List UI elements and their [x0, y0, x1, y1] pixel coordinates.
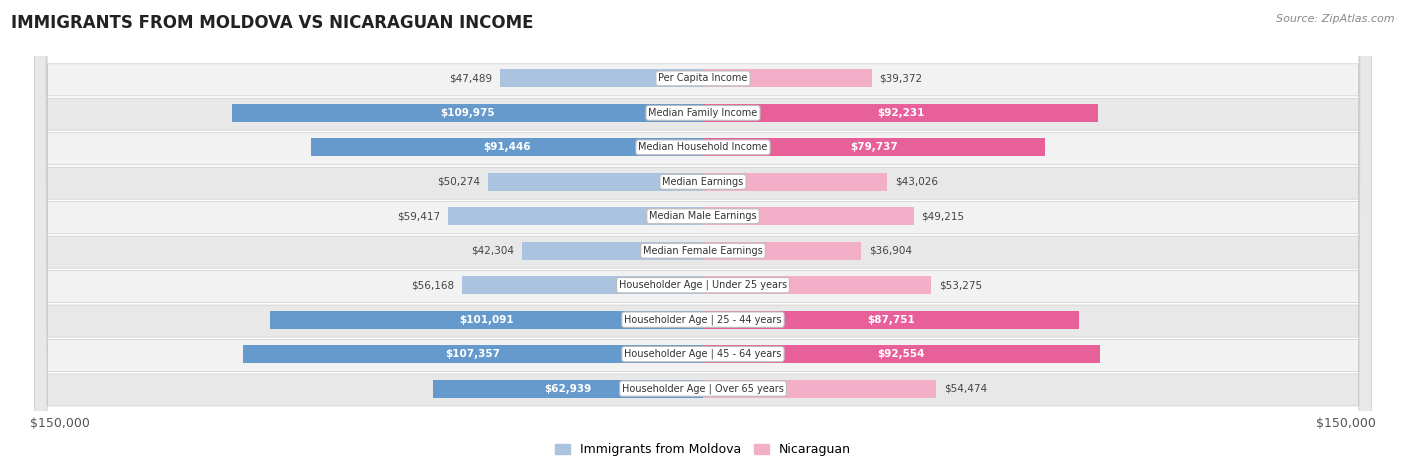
FancyBboxPatch shape: [35, 0, 1371, 467]
FancyBboxPatch shape: [35, 0, 1371, 467]
Bar: [499, 70, 703, 87]
Text: Householder Age | Over 65 years: Householder Age | Over 65 years: [621, 383, 785, 394]
Text: $36,904: $36,904: [869, 246, 912, 256]
Text: $62,939: $62,939: [544, 383, 592, 394]
Text: $91,446: $91,446: [484, 142, 531, 152]
Text: $53,275: $53,275: [939, 280, 983, 290]
Text: $109,975: $109,975: [440, 108, 495, 118]
Bar: [433, 380, 703, 397]
Text: Per Capita Income: Per Capita Income: [658, 73, 748, 84]
Text: $43,026: $43,026: [896, 177, 938, 187]
Legend: Immigrants from Moldova, Nicaraguan: Immigrants from Moldova, Nicaraguan: [550, 439, 856, 461]
Bar: [311, 138, 703, 156]
FancyBboxPatch shape: [35, 0, 1371, 467]
FancyBboxPatch shape: [35, 0, 1371, 467]
Text: Median Female Earnings: Median Female Earnings: [643, 246, 763, 256]
Text: IMMIGRANTS FROM MOLDOVA VS NICARAGUAN INCOME: IMMIGRANTS FROM MOLDOVA VS NICARAGUAN IN…: [11, 14, 534, 32]
Bar: [703, 70, 872, 87]
Bar: [703, 311, 1078, 329]
Bar: [703, 276, 931, 294]
Bar: [703, 242, 860, 260]
Text: Median Male Earnings: Median Male Earnings: [650, 211, 756, 221]
Text: $59,417: $59,417: [398, 211, 440, 221]
Bar: [232, 104, 703, 122]
Text: $107,357: $107,357: [446, 349, 501, 359]
Text: $92,554: $92,554: [877, 349, 925, 359]
Text: $39,372: $39,372: [879, 73, 922, 84]
Text: $47,489: $47,489: [449, 73, 492, 84]
Text: $42,304: $42,304: [471, 246, 515, 256]
FancyBboxPatch shape: [35, 0, 1371, 467]
Text: $56,168: $56,168: [412, 280, 454, 290]
Text: $87,751: $87,751: [868, 315, 915, 325]
Bar: [449, 207, 703, 225]
FancyBboxPatch shape: [35, 0, 1371, 467]
Bar: [270, 311, 703, 329]
Bar: [703, 207, 914, 225]
Text: $54,474: $54,474: [945, 383, 987, 394]
FancyBboxPatch shape: [35, 0, 1371, 467]
Text: Median Earnings: Median Earnings: [662, 177, 744, 187]
Text: Householder Age | Under 25 years: Householder Age | Under 25 years: [619, 280, 787, 290]
Text: Median Family Income: Median Family Income: [648, 108, 758, 118]
FancyBboxPatch shape: [35, 0, 1371, 467]
Text: $50,274: $50,274: [437, 177, 479, 187]
Text: $101,091: $101,091: [460, 315, 513, 325]
Bar: [703, 345, 1099, 363]
Bar: [463, 276, 703, 294]
FancyBboxPatch shape: [35, 0, 1371, 467]
Text: Source: ZipAtlas.com: Source: ZipAtlas.com: [1277, 14, 1395, 24]
Text: Householder Age | 25 - 44 years: Householder Age | 25 - 44 years: [624, 314, 782, 325]
Text: Median Household Income: Median Household Income: [638, 142, 768, 152]
Bar: [522, 242, 703, 260]
Bar: [703, 173, 887, 191]
Text: Householder Age | 45 - 64 years: Householder Age | 45 - 64 years: [624, 349, 782, 359]
Bar: [703, 138, 1045, 156]
Bar: [488, 173, 703, 191]
Bar: [703, 104, 1098, 122]
Text: $49,215: $49,215: [921, 211, 965, 221]
FancyBboxPatch shape: [35, 0, 1371, 467]
Text: $79,737: $79,737: [851, 142, 897, 152]
Bar: [243, 345, 703, 363]
Bar: [703, 380, 936, 397]
Text: $92,231: $92,231: [877, 108, 924, 118]
